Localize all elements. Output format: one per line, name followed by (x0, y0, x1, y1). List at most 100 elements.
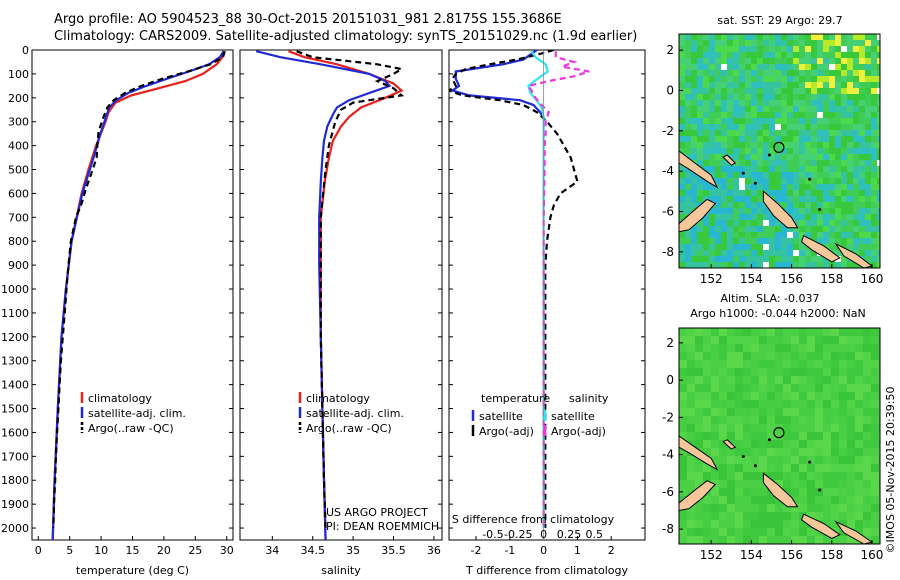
sla_map-cell (863, 408, 871, 416)
sla_map-cell (839, 360, 847, 368)
sst_map-cell (709, 142, 715, 148)
sla_map-cell (823, 416, 831, 424)
sla_map-cell (815, 456, 823, 464)
sla_map-cell (767, 536, 775, 544)
sst_map-cell (733, 238, 739, 244)
sst_map-cell (739, 46, 745, 52)
sst_map-cell (805, 124, 811, 130)
sst_map-cell (775, 136, 781, 142)
sst_map-cell (739, 124, 745, 130)
sst_map-cell (817, 118, 823, 124)
sla_map-cell (839, 472, 847, 480)
sst_map-cell (799, 82, 805, 88)
sst_map-cell (853, 262, 859, 268)
sla_map-cell (839, 352, 847, 360)
sst_map-cell (829, 202, 835, 208)
sla_map-cell (695, 512, 703, 520)
sst_map-cell (703, 64, 709, 70)
sla_map-cell (759, 384, 767, 392)
sst_map-cell (859, 154, 865, 160)
sst_map-cell (745, 88, 751, 94)
sst_map-cell (805, 58, 811, 64)
salinity-xtick-label: 34.5 (300, 544, 325, 557)
sla_map-cell (719, 336, 727, 344)
sst_map-cell (733, 154, 739, 160)
sst_map-cell (703, 46, 709, 52)
sla_map-cell (743, 456, 751, 464)
sst_map-cell (799, 106, 805, 112)
sla_map-cell (703, 328, 711, 336)
sla_map-cell (791, 416, 799, 424)
sst_map-island (753, 181, 757, 185)
sst_map-cell (817, 232, 823, 238)
sst_map-cell (751, 52, 757, 58)
sst_map-cell (691, 178, 697, 184)
sst_map-cell (799, 214, 805, 220)
sst_map-cell (751, 70, 757, 76)
sst_map-cell (877, 160, 880, 166)
sst_map-cell (817, 202, 823, 208)
sla_map-cell (727, 424, 735, 432)
sst_map-cell (691, 40, 697, 46)
sst_map-cell (787, 226, 793, 232)
sst_map-cell (865, 154, 871, 160)
sst_map-cell (745, 250, 751, 256)
depth-tick-label: 1300 (1, 355, 29, 368)
sla_map-cell (807, 512, 815, 520)
sst_map-cell (805, 172, 811, 178)
sst_map-cell (877, 244, 880, 250)
sla_map-cell (783, 352, 791, 360)
sla_map-cell (695, 520, 703, 528)
sst_map-cell (829, 172, 835, 178)
sla_map-cell (775, 528, 783, 536)
sst_map-cell (787, 82, 793, 88)
sla_map-cell (727, 392, 735, 400)
sst_map-cell (727, 82, 733, 88)
sst_map-cell (685, 250, 691, 256)
sla_map-cell (735, 528, 743, 536)
sst_map-cell (841, 220, 847, 226)
sst_map-cell (871, 160, 877, 166)
sst_map-cell (853, 58, 859, 64)
sla_map-cell (871, 520, 879, 528)
sst_map-cell (781, 244, 787, 250)
sla_map-cell (759, 464, 767, 472)
sst_map-cell (685, 232, 691, 238)
sla_map-cell (735, 480, 743, 488)
sst_map-cell (709, 244, 715, 250)
sla_map-cell (703, 536, 711, 544)
sst_map-cell (685, 256, 691, 262)
sla_map-cell (703, 400, 711, 408)
sla_map-cell (743, 440, 751, 448)
sst_map-cell (727, 190, 733, 196)
sst_map-cell (727, 172, 733, 178)
sla_map-cell (695, 328, 703, 336)
figure-title-line-2: Climatology: CARS2009. Satellite-adjuste… (54, 29, 638, 44)
sla_map-ytick-label: -4 (662, 448, 674, 462)
sst_map-cell (787, 154, 793, 160)
sst_map-cell (841, 46, 847, 52)
sst_map-cell (859, 202, 865, 208)
sst_map-cell (835, 202, 841, 208)
sst_map-cell (733, 250, 739, 256)
sst_map-cell (841, 82, 847, 88)
sla_map-cell (855, 480, 863, 488)
sla_map-cell (823, 328, 831, 336)
sla_map-cell (783, 400, 791, 408)
sst_map-cell (811, 52, 817, 58)
sst_map-cell (823, 202, 829, 208)
sla_map-cell (743, 408, 751, 416)
sst_map-cell (841, 154, 847, 160)
sst_map-cell (685, 190, 691, 196)
sst_map-cell (847, 100, 853, 106)
sst_map-cell (691, 184, 697, 190)
depth-tick-label: 1600 (1, 426, 29, 439)
sla_map-cell (719, 328, 727, 336)
sst_map-cell (787, 40, 793, 46)
sla_map-cell (759, 392, 767, 400)
sst_map-cell (865, 178, 871, 184)
sst_map-cell (799, 70, 805, 76)
sla_map-cell (831, 336, 839, 344)
sst_map-cell (763, 58, 769, 64)
sst_map-cell (847, 136, 853, 142)
